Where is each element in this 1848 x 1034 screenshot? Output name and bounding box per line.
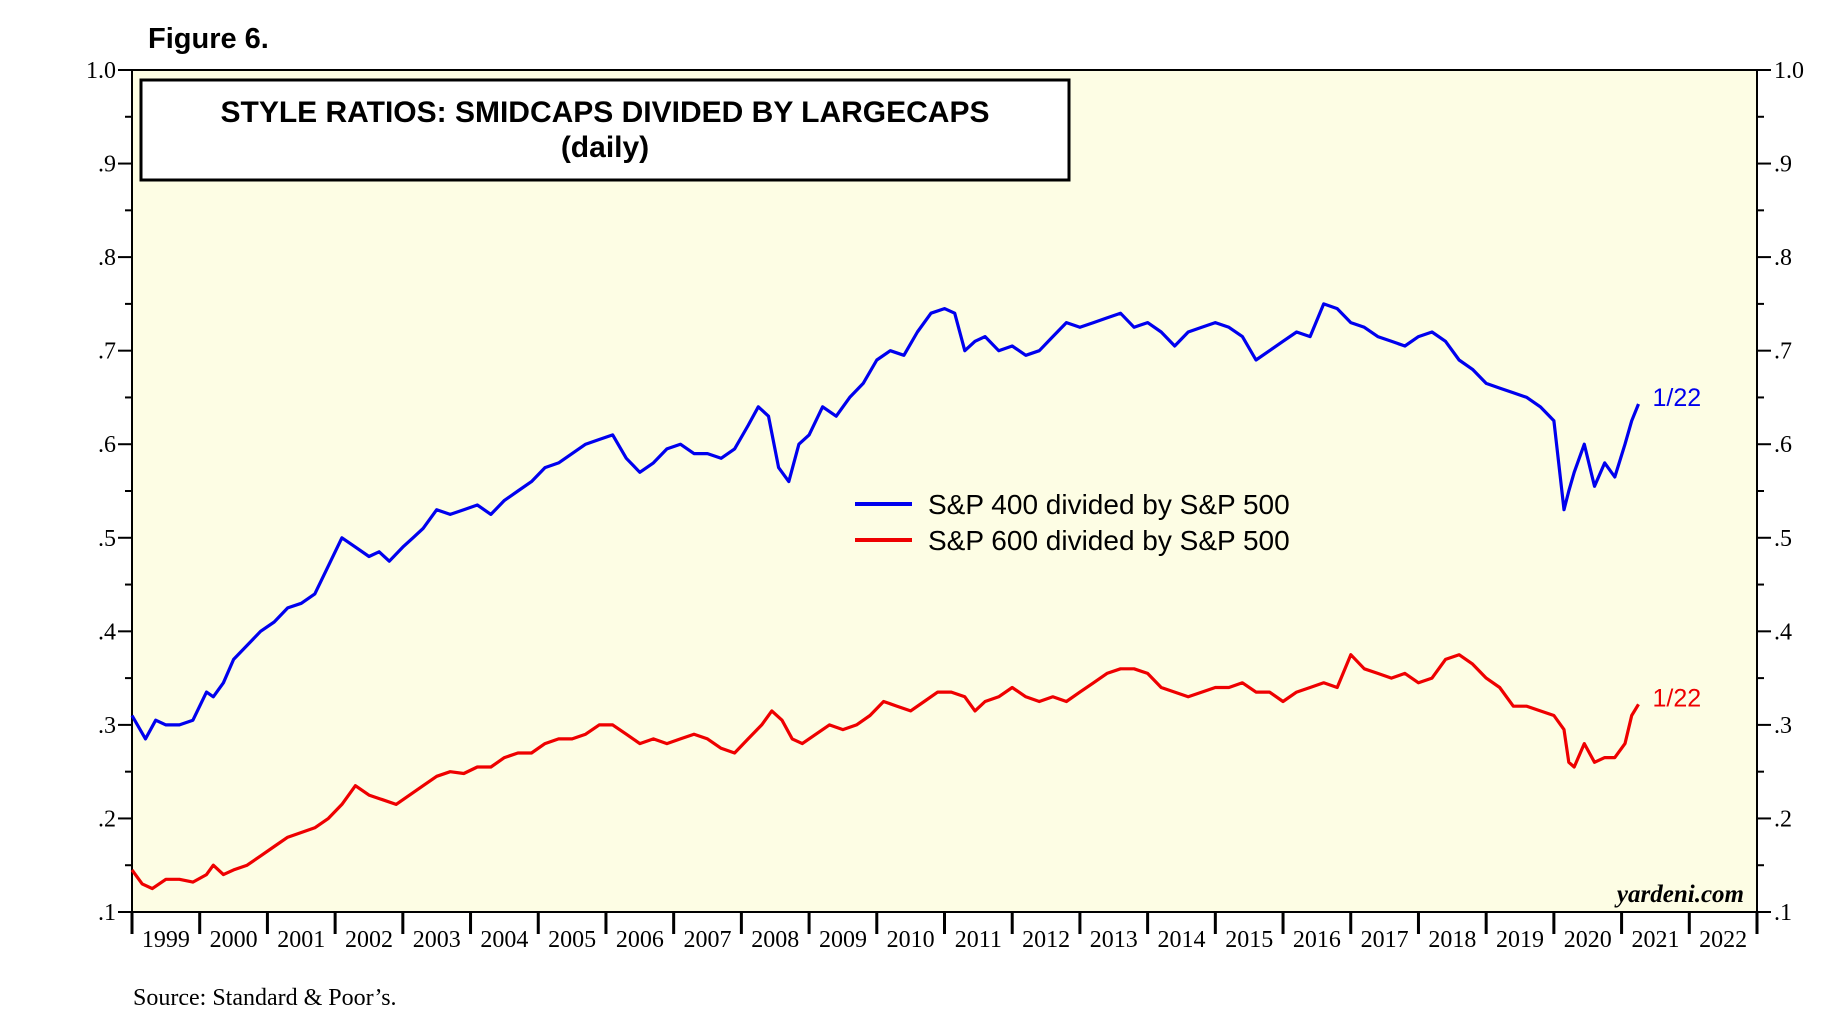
x-tick-label: 2001	[277, 927, 325, 953]
y-tick-label-right: .7	[1774, 339, 1792, 365]
y-axis-right-labels: .1 .2 .3 .4 .5 .6 .7 .8 .9 1.0	[1774, 58, 1804, 926]
y-tick-label-left: 1.0	[86, 58, 116, 84]
y-tick-label-right: .4	[1774, 619, 1792, 645]
y-tick-label-right: .8	[1774, 245, 1792, 271]
x-tick-label: 2016	[1293, 927, 1341, 953]
plot-area	[131, 69, 1758, 913]
x-tick-label: 2018	[1428, 927, 1476, 953]
x-tick-label: 2006	[616, 927, 664, 953]
x-tick-label: 2002	[345, 927, 393, 953]
x-tick-label: 2000	[210, 927, 258, 953]
legend-label-s600: S&P 600 divided by S&P 500	[928, 525, 1290, 556]
x-tick-label: 2015	[1225, 927, 1273, 953]
x-tick-label: 2011	[955, 927, 1002, 953]
x-tick-label: 2012	[1022, 927, 1070, 953]
legend: S&P 400 divided by S&P 500 S&P 600 divid…	[855, 489, 1290, 556]
y-tick-label-right: .2	[1774, 806, 1792, 832]
x-tick-label: 2005	[548, 927, 596, 953]
end-label-s600: 1/22	[1653, 684, 1702, 712]
y-tick-label-left: .5	[98, 526, 116, 552]
x-tick-label: 1999	[142, 927, 190, 953]
series-lines	[130, 302, 1640, 891]
chart-subtitle: (daily)	[561, 131, 649, 164]
series-line-s400	[130, 302, 1640, 741]
x-tick-label: 2014	[1157, 927, 1205, 953]
x-tick-label: 2020	[1564, 927, 1612, 953]
x-tick-label: 2008	[751, 927, 799, 953]
x-tick-label: 2007	[684, 927, 732, 953]
x-tick-label: 2004	[480, 927, 528, 953]
x-tick-label: 2013	[1090, 927, 1138, 953]
figure-label: Figure 6.	[148, 23, 269, 55]
y-tick-label-left: .6	[98, 432, 116, 458]
y-tick-label-left: .9	[98, 152, 116, 178]
chart-title: STYLE RATIOS: SMIDCAPS DIVIDED BY LARGEC…	[221, 96, 990, 129]
series-line-s600	[130, 653, 1640, 891]
x-tick-label: 2022	[1699, 927, 1747, 953]
legend-label-s400: S&P 400 divided by S&P 500	[928, 489, 1290, 520]
y-tick-label-right: .1	[1774, 900, 1792, 926]
x-tick-label: 2021	[1631, 927, 1679, 953]
y-tick-label-left: .2	[98, 806, 116, 832]
end-label-s400: 1/22	[1653, 384, 1702, 412]
x-axis-labels: 1999 2000 2001 2002 2003 2004 2005 2006 2007 2008…	[142, 927, 1747, 953]
title-box	[139, 78, 1071, 182]
y-tick-label-right: .6	[1774, 432, 1792, 458]
y-tick-label-right: .9	[1774, 152, 1792, 178]
y-tick-label-left: .8	[98, 245, 116, 271]
x-tick-label: 2003	[413, 927, 461, 953]
y-tick-label-left: .7	[98, 339, 116, 365]
y-axis-left-labels: .1 .2 .3 .4 .5 .6 .7 .8 .9 1.0	[86, 58, 116, 926]
y-tick-label-right: 1.0	[1774, 58, 1804, 84]
x-tick-label: 2019	[1496, 927, 1544, 953]
y-tick-label-left: .3	[98, 713, 116, 739]
watermark: yardeni.com	[1614, 881, 1744, 908]
y-tick-label-right: .3	[1774, 713, 1792, 739]
x-tick-label: 2009	[819, 927, 867, 953]
x-tick-label: 2010	[887, 927, 935, 953]
axis-ticks	[118, 69, 1771, 934]
x-tick-label: 2017	[1361, 927, 1409, 953]
source-note: Source: Standard & Poor’s.	[133, 985, 397, 1011]
y-tick-label-left: .1	[98, 900, 116, 926]
y-tick-label-left: .4	[98, 619, 116, 645]
y-tick-label-right: .5	[1774, 526, 1792, 552]
